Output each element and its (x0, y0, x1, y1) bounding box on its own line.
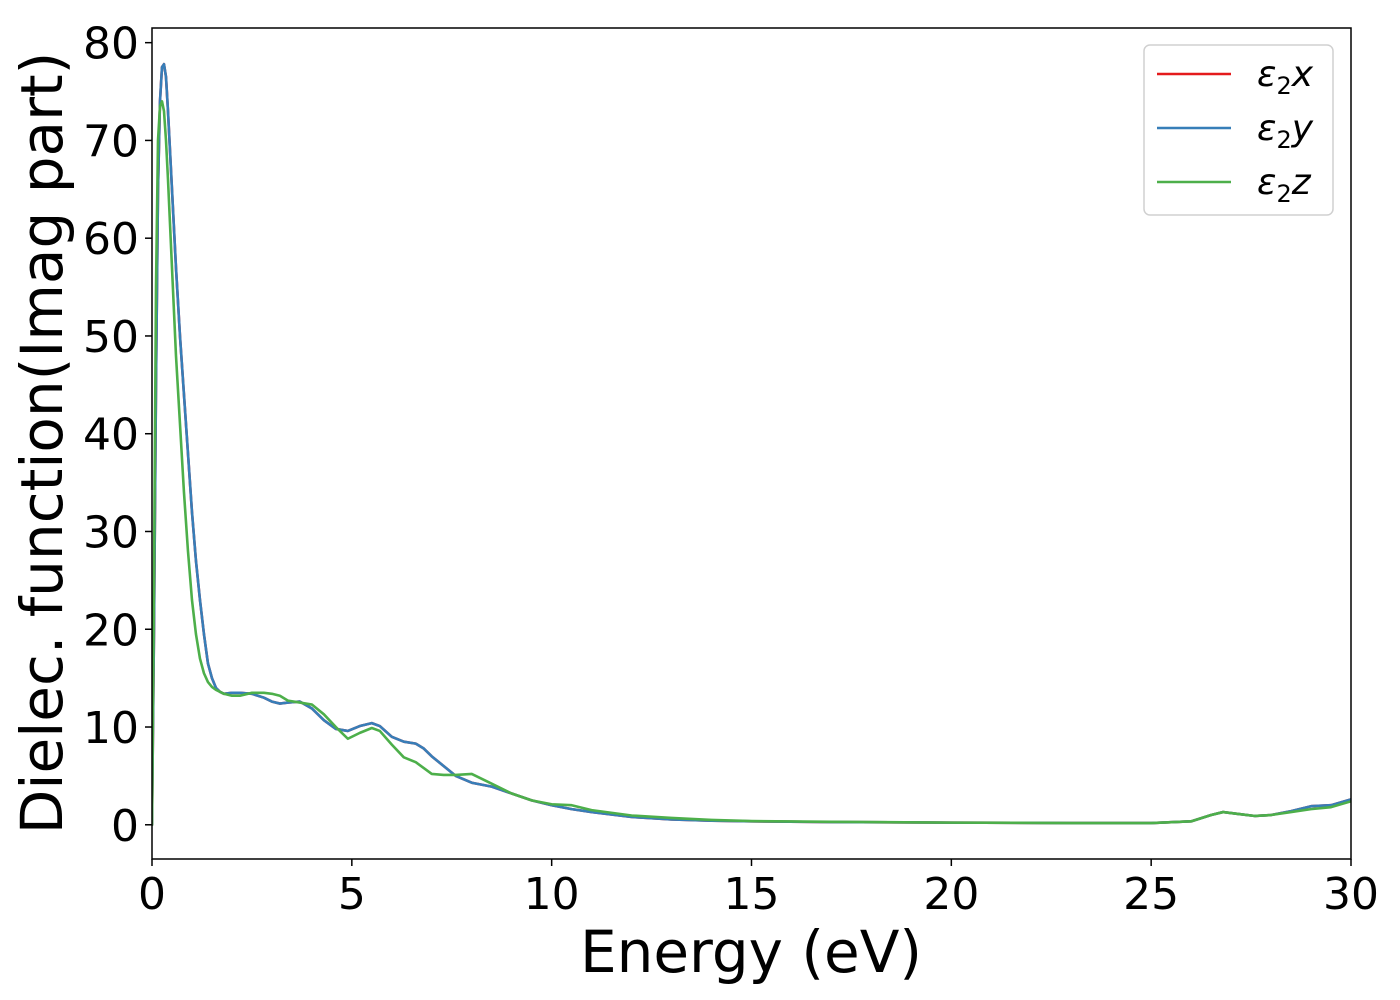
y-tick-label: 30 (83, 507, 139, 558)
x-tick-label: 20 (923, 869, 979, 920)
y-tick-label: 10 (83, 703, 139, 754)
y-tick-label: 60 (83, 214, 139, 265)
x-tick-label: 25 (1123, 869, 1179, 920)
x-tick-label: 15 (724, 869, 780, 920)
legend: ε2x ε2y ε2z (1143, 44, 1334, 216)
x-tick-label: 0 (138, 869, 166, 920)
y-tick-label: 70 (83, 116, 139, 167)
y-axis-label: Dielec. function(Imag part) (8, 52, 76, 835)
y-tick-label: 40 (83, 410, 139, 461)
series-line-z (152, 100, 1351, 827)
x-axis-ticks: 0 5 10 15 20 25 30 (138, 859, 1379, 920)
y-axis-ticks: 0 10 20 30 40 50 60 70 80 (83, 19, 152, 852)
x-tick-label: 30 (1323, 869, 1379, 920)
legend-label-z: ε2z (1257, 162, 1312, 208)
legend-label-x: ε2x (1257, 54, 1314, 100)
x-tick-label: 10 (524, 869, 580, 920)
y-tick-label: 80 (83, 19, 139, 70)
y-tick-label: 50 (83, 312, 139, 363)
x-axis-label: Energy (eV) (580, 918, 922, 986)
plot-area (152, 62, 1351, 827)
legend-box (1143, 44, 1334, 216)
y-tick-label: 20 (83, 605, 139, 656)
legend-label-y: ε2y (1257, 108, 1314, 154)
x-tick-label: 5 (338, 869, 366, 920)
y-tick-label: 0 (111, 801, 139, 852)
